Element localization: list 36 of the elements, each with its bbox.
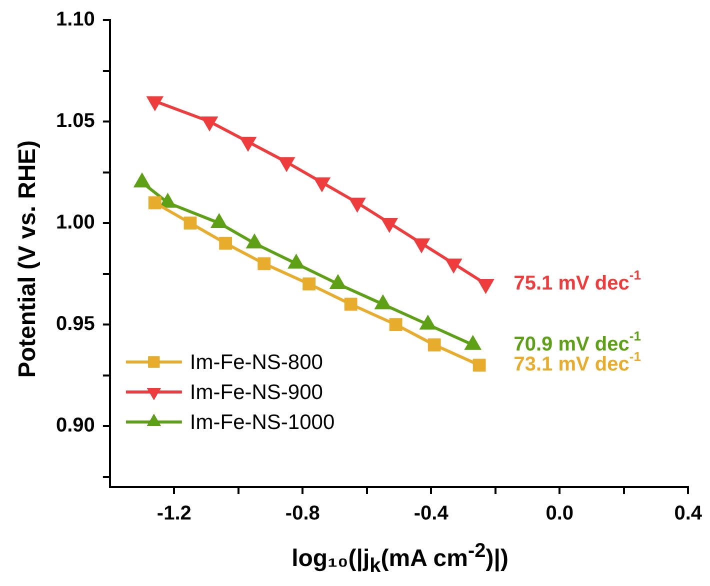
y-axis-title: Potential (V vs. RHE) bbox=[14, 139, 42, 380]
point bbox=[428, 338, 441, 352]
point bbox=[148, 196, 162, 210]
legend-label: Im-Fe-NS-900 bbox=[190, 380, 323, 404]
legend-label: Im-Fe-NS-800 bbox=[190, 350, 323, 374]
point bbox=[314, 177, 330, 191]
point bbox=[219, 236, 232, 250]
x-tick-label: -0.4 bbox=[414, 502, 450, 525]
point bbox=[465, 336, 480, 350]
x-tick-label: 0.0 bbox=[546, 502, 574, 525]
y-tick-label: 1.05 bbox=[56, 110, 95, 132]
y-tick-label: 1.00 bbox=[56, 212, 95, 234]
point bbox=[184, 216, 197, 230]
point bbox=[446, 258, 462, 272]
point bbox=[240, 136, 256, 150]
point bbox=[420, 316, 436, 330]
point bbox=[302, 278, 316, 290]
x-tick-label: -0.8 bbox=[285, 502, 320, 525]
legend-label: Im-Fe-NS-1000 bbox=[190, 410, 335, 434]
x-tick-label: -1.2 bbox=[156, 502, 192, 525]
y-tick-label: 0.95 bbox=[56, 313, 95, 336]
point bbox=[258, 257, 271, 270]
point bbox=[279, 157, 294, 171]
y-tick-label: 0.90 bbox=[56, 414, 95, 437]
x-axis-title: log₁₀(|j$_{k}$(mA cm$^{-2}$)|) bbox=[290, 540, 510, 578]
point bbox=[147, 96, 162, 110]
point bbox=[478, 278, 494, 292]
point bbox=[389, 318, 402, 332]
point bbox=[472, 358, 486, 372]
point bbox=[382, 218, 397, 232]
y-tick-label: 1.10 bbox=[56, 8, 95, 31]
point bbox=[350, 198, 365, 212]
x-tick-label: 0.4 bbox=[674, 502, 703, 525]
point bbox=[202, 116, 218, 130]
point bbox=[414, 238, 430, 252]
point bbox=[344, 298, 358, 311]
